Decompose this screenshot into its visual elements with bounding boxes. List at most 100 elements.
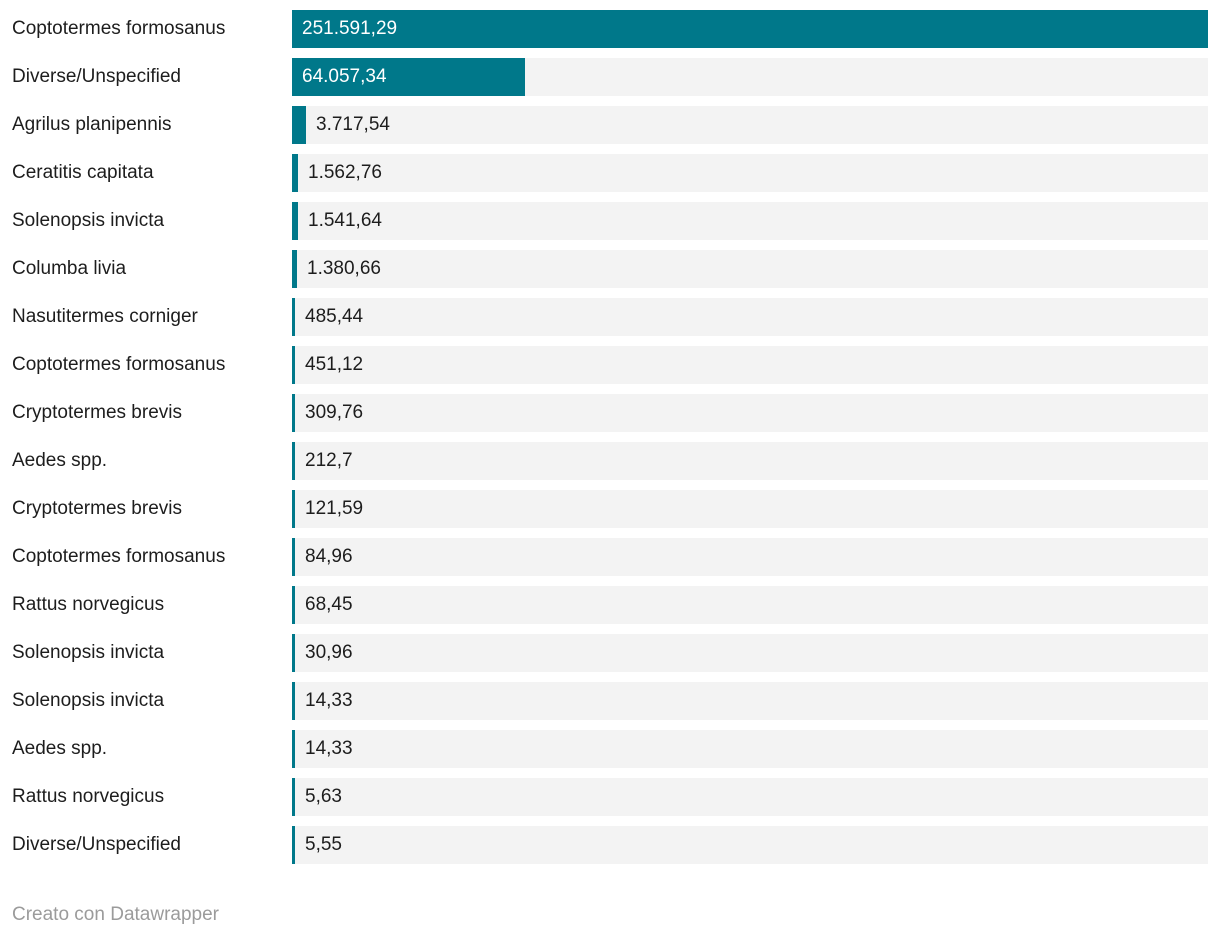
- bar-track-background: [292, 394, 1208, 432]
- bar-track: 309,76: [292, 394, 1208, 432]
- bar-track-background: [292, 106, 1208, 144]
- bar: [292, 682, 295, 720]
- bar-row: Solenopsis invicta 30,96: [0, 634, 1220, 672]
- bar-track: 485,44: [292, 298, 1208, 336]
- bar-track: 68,45: [292, 586, 1208, 624]
- bar-row: Coptotermes formosanus 451,12: [0, 346, 1220, 384]
- bar: [292, 106, 306, 144]
- bar: [292, 538, 295, 576]
- bar: [292, 634, 295, 672]
- category-label: Cryptotermes brevis: [12, 498, 182, 519]
- value-label: 485,44: [305, 306, 364, 327]
- value-label: 68,45: [305, 594, 353, 615]
- category-label: Solenopsis invicta: [12, 690, 165, 711]
- bar: [292, 778, 295, 816]
- value-label: 3.717,54: [316, 114, 390, 135]
- category-label: Aedes spp.: [12, 738, 108, 759]
- value-label: 309,76: [305, 402, 364, 423]
- bar: [292, 346, 295, 384]
- bar-track: 30,96: [292, 634, 1208, 672]
- bar-track: 1.562,76: [292, 154, 1208, 192]
- bar-track-background: [292, 298, 1208, 336]
- bar: [292, 730, 295, 768]
- bar-row: Coptotermes formosanus 251.591,29: [0, 10, 1220, 48]
- bar-row: Nasutitermes corniger 485,44: [0, 298, 1220, 336]
- bar-track-background: [292, 202, 1208, 240]
- value-label: 64.057,34: [302, 66, 387, 87]
- bar: [292, 202, 298, 240]
- category-label: Nasutitermes corniger: [12, 306, 198, 327]
- category-label: Solenopsis invicta: [12, 642, 165, 663]
- bar-track-background: [292, 730, 1208, 768]
- bar-track-background: [292, 586, 1208, 624]
- bar-row: Agrilus planipennis 3.717,54: [0, 106, 1220, 144]
- category-label: Rattus norvegicus: [12, 594, 165, 615]
- bar-row: Cryptotermes brevis 121,59: [0, 490, 1220, 528]
- bar-row: Aedes spp. 212,7: [0, 442, 1220, 480]
- bar-track: 14,33: [292, 730, 1208, 768]
- bar: [292, 826, 295, 864]
- value-label: 1.541,64: [308, 210, 382, 231]
- value-label: 1.380,66: [307, 258, 381, 279]
- bar-track: 1.541,64: [292, 202, 1208, 240]
- datawrapper-credit-link[interactable]: Creato con Datawrapper: [12, 904, 219, 925]
- bar: [292, 154, 298, 192]
- bar: [292, 58, 525, 96]
- bar: [292, 442, 295, 480]
- category-label: Columba livia: [12, 258, 127, 279]
- bar-track: 451,12: [292, 346, 1208, 384]
- category-label: Solenopsis invicta: [12, 210, 165, 231]
- bar: [292, 490, 295, 528]
- bar-row: Diverse/Unspecified 64.057,34: [0, 58, 1220, 96]
- bar: [292, 250, 297, 288]
- bar-track-background: [292, 346, 1208, 384]
- value-label: 84,96: [305, 546, 353, 567]
- bar-track-background: [292, 490, 1208, 528]
- bar-track-background: [292, 442, 1208, 480]
- category-label: Diverse/Unspecified: [12, 834, 181, 855]
- bar-track: 3.717,54: [292, 106, 1208, 144]
- category-label: Coptotermes formosanus: [12, 354, 226, 375]
- bar-track: 121,59: [292, 490, 1208, 528]
- bar: [292, 586, 295, 624]
- bar-row: Diverse/Unspecified 5,55: [0, 826, 1220, 864]
- bar-chart: Coptotermes formosanus 251.591,29 Diverse/…: [0, 10, 1220, 864]
- value-label: 5,55: [305, 834, 342, 855]
- bar-track: 5,63: [292, 778, 1208, 816]
- bar-track: 84,96: [292, 538, 1208, 576]
- bar: [292, 298, 295, 336]
- bar-row: Columba livia 1.380,66: [0, 250, 1220, 288]
- bar-track-background: [292, 826, 1208, 864]
- category-label: Cryptotermes brevis: [12, 402, 182, 423]
- category-label: Aedes spp.: [12, 450, 108, 471]
- category-label: Agrilus planipennis: [12, 114, 172, 135]
- value-label: 14,33: [305, 690, 353, 711]
- bar: [292, 394, 295, 432]
- value-label: 121,59: [305, 498, 364, 519]
- category-label: Coptotermes formosanus: [12, 18, 226, 39]
- category-label: Coptotermes formosanus: [12, 546, 226, 567]
- bar-row: Cryptotermes brevis 309,76: [0, 394, 1220, 432]
- bar-track: 5,55: [292, 826, 1208, 864]
- bar-track: 1.380,66: [292, 250, 1208, 288]
- category-label: Diverse/Unspecified: [12, 66, 181, 87]
- value-label: 1.562,76: [308, 162, 382, 183]
- bar-row: Solenopsis invicta 14,33: [0, 682, 1220, 720]
- bar-track: 251.591,29: [292, 10, 1208, 48]
- bar: [292, 10, 1208, 48]
- bar-track-background: [292, 154, 1208, 192]
- bar-row: Aedes spp. 14,33: [0, 730, 1220, 768]
- bar-row: Rattus norvegicus 68,45: [0, 586, 1220, 624]
- value-label: 251.591,29: [302, 18, 398, 39]
- bar-row: Solenopsis invicta 1.541,64: [0, 202, 1220, 240]
- bar-row: Coptotermes formosanus 84,96: [0, 538, 1220, 576]
- bar-track-background: [292, 538, 1208, 576]
- bar-track-background: [292, 634, 1208, 672]
- bar-track-background: [292, 250, 1208, 288]
- bar-track-background: [292, 778, 1208, 816]
- value-label: 14,33: [305, 738, 353, 759]
- bar-track: 14,33: [292, 682, 1208, 720]
- category-label: Ceratitis capitata: [12, 162, 154, 183]
- category-label: Rattus norvegicus: [12, 786, 165, 807]
